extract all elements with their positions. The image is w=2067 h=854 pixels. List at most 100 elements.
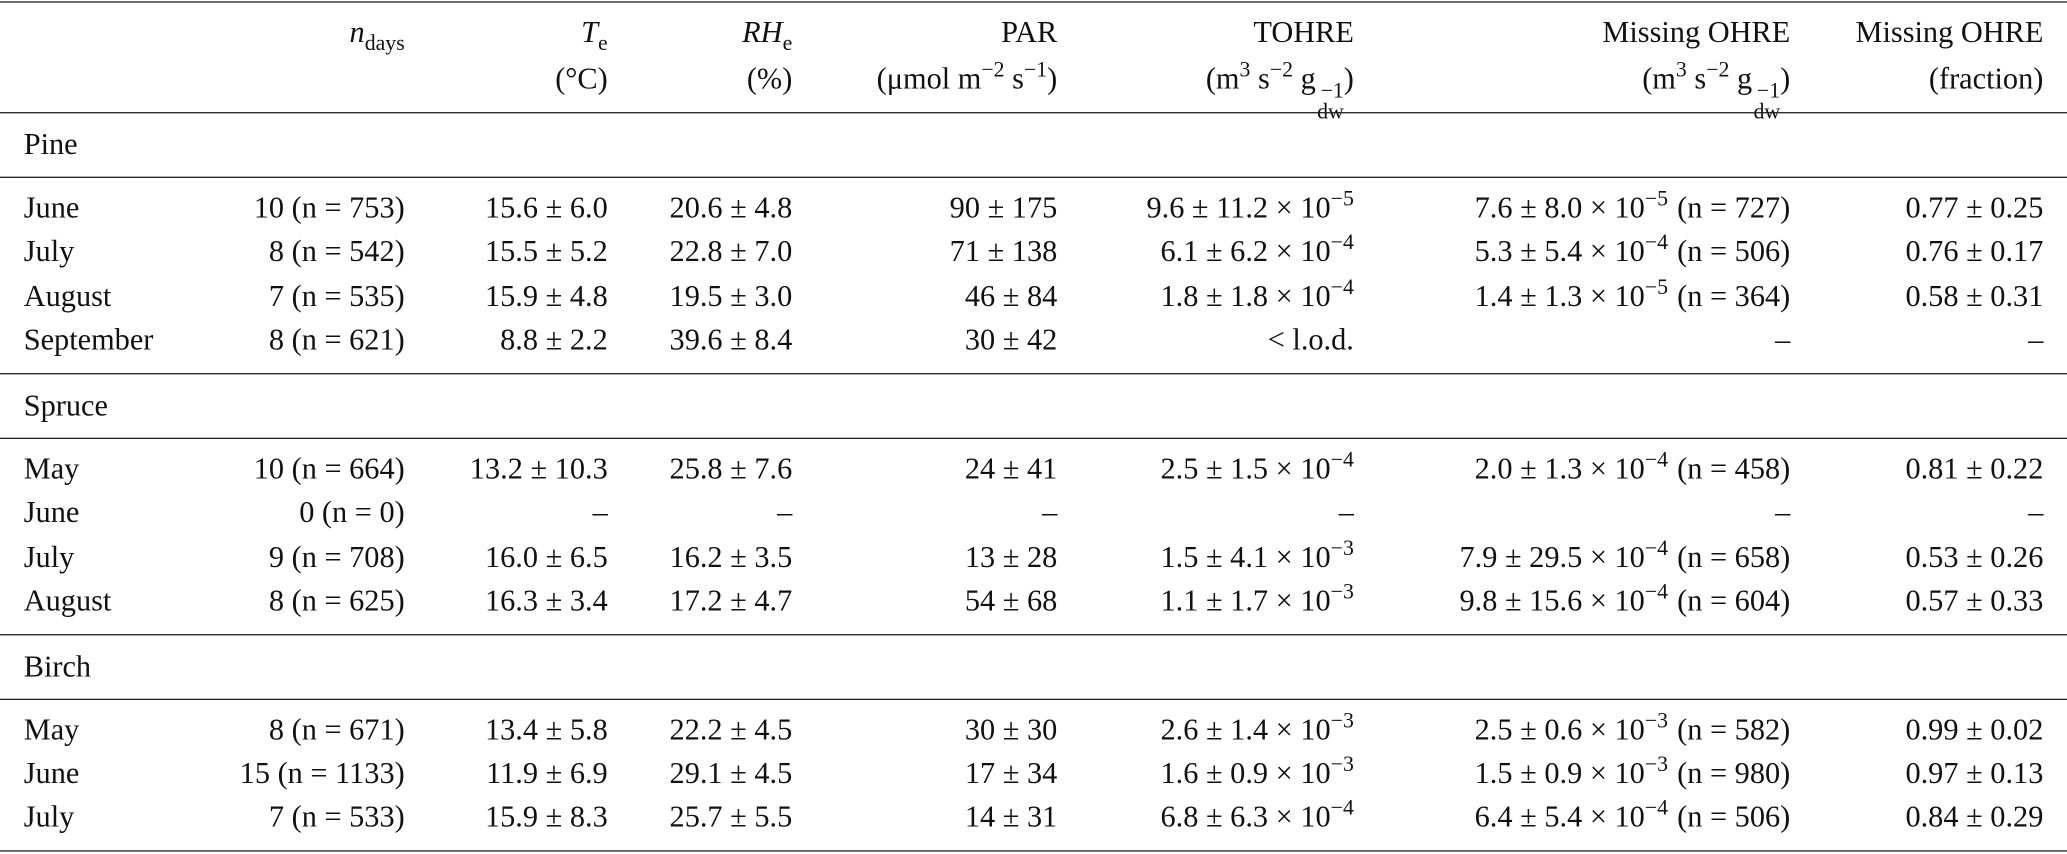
header-unit: (%) xyxy=(747,59,792,99)
table-cell: 17.2 ± 4.7 xyxy=(670,581,793,621)
table-cell: 0.99 ± 0.02 xyxy=(1905,710,2043,750)
row-label: July xyxy=(24,232,75,272)
header-symbol: RH xyxy=(742,15,783,49)
table-cell: 15.6 ± 6.0 xyxy=(485,189,608,229)
cell-text: 16.3 ± 3.4 xyxy=(484,583,608,617)
group-title: Birch xyxy=(24,647,91,687)
header-label: TOHRE xyxy=(1253,15,1354,49)
cell-text: 8.8 ± 2.2 xyxy=(500,322,608,356)
cell-count: (n = 582) xyxy=(1677,712,1791,746)
table-cell: 29.1 ± 4.5 xyxy=(670,754,793,794)
cell-exponent: −5 xyxy=(1330,185,1354,211)
table-cell: 0.58 ± 0.31 xyxy=(1905,276,2043,316)
cell-text: 29.1 ± 4.5 xyxy=(669,756,793,790)
unit-text: ) xyxy=(1343,61,1354,95)
cell-text: 0.77 ± 0.25 xyxy=(1905,191,2044,225)
cell-count: (n = 658) xyxy=(1677,539,1791,573)
table-cell: 15.5 ± 5.2 xyxy=(485,232,608,272)
unit-superscript: −1 xyxy=(1320,78,1344,104)
cell-text: 10 (n = 664) xyxy=(253,452,405,485)
header-subscript: days xyxy=(364,30,405,56)
cell-text: 22.2 ± 4.5 xyxy=(669,712,793,746)
cell-text: 46 ± 84 xyxy=(964,278,1058,312)
cell-count: (n = 364) xyxy=(1677,278,1791,312)
cell-text: 11.9 ± 6.9 xyxy=(486,756,608,790)
table-cell: 6.1 ± 6.2 × 10−4 xyxy=(1160,231,1353,272)
table-cell: 8 (n = 625) xyxy=(269,581,405,621)
group-name: Pine xyxy=(23,127,78,161)
table-cell: – xyxy=(593,493,608,533)
cell-text: August xyxy=(23,278,112,312)
header-cell: RHe xyxy=(742,13,792,54)
table-cell: – xyxy=(2028,320,2043,360)
cell-text: 14 ± 31 xyxy=(964,800,1058,834)
cell-value: 2.0 ± 1.3 × 10 xyxy=(1474,452,1645,485)
row-label: June xyxy=(24,754,80,794)
cell-exponent: −5 xyxy=(1644,273,1669,299)
row-label: May xyxy=(24,449,80,489)
cell-value: 6.8 ± 6.3 × 10 xyxy=(1160,800,1331,834)
table-cell: 71 ± 138 xyxy=(950,232,1058,272)
cell-value: 1.8 ± 1.8 × 10 xyxy=(1160,278,1331,312)
rule xyxy=(0,698,2067,700)
table-cell: 16.3 ± 3.4 xyxy=(485,581,608,621)
row-label: July xyxy=(24,537,75,577)
unit-stack: −1 dw xyxy=(1317,78,1344,125)
unit-text: (°C) xyxy=(555,61,608,95)
unit-superscript: −2 xyxy=(1706,56,1730,82)
table-cell: 5.3 ± 5.4 × 10−4 (n = 506) xyxy=(1474,231,1791,272)
cell-value: 5.3 ± 5.4 × 10 xyxy=(1474,235,1645,269)
header-cell: PAR xyxy=(1001,13,1057,53)
cell-text: – xyxy=(592,495,608,529)
cell-exponent: −3 xyxy=(1644,707,1669,733)
table-cell: 6.4 ± 5.4 × 10−4 (n = 506) xyxy=(1475,797,1791,838)
row-label: July xyxy=(24,798,75,838)
table-cell: 30 ± 30 xyxy=(965,710,1057,750)
unit-text: s xyxy=(1004,61,1024,95)
cell-text: 7 (n = 533) xyxy=(268,800,405,834)
table-cell: 9.8 ± 15.6 × 10−4 (n = 604) xyxy=(1459,580,1790,621)
cell-text: 0.81 ± 0.22 xyxy=(1905,452,2044,485)
unit-text: (m xyxy=(1642,61,1676,95)
cell-exponent: −3 xyxy=(1330,578,1354,604)
cell-value: 1.1 ± 1.7 × 10 xyxy=(1160,583,1331,617)
cell-exponent: −3 xyxy=(1330,751,1354,777)
cell-count: (n = 506) xyxy=(1677,800,1791,834)
cell-text: 15.6 ± 6.0 xyxy=(484,191,608,225)
unit-superscript: −1 xyxy=(1023,56,1048,82)
table-cell: 1.1 ± 1.7 × 10−3 xyxy=(1160,578,1354,621)
rule xyxy=(0,176,2067,178)
cell-text: 7 (n = 535) xyxy=(268,278,405,312)
table-cell: 2.5 ± 1.5 × 10−4 xyxy=(1160,448,1353,489)
header-label: PAR xyxy=(1001,15,1058,49)
unit-subscript: dw xyxy=(1317,99,1344,125)
cell-value: 2.5 ± 0.6 × 10 xyxy=(1474,712,1645,746)
group-title: Pine xyxy=(24,125,78,165)
table-cell: 25.7 ± 5.5 xyxy=(670,798,793,838)
cell-exponent: −3 xyxy=(1330,707,1354,733)
table-cell: 1.4 ± 1.3 × 10−5 (n = 364) xyxy=(1475,273,1791,316)
cell-text: 8 (n = 625) xyxy=(268,583,405,617)
cell-text: June xyxy=(23,191,80,225)
unit-text: ) xyxy=(1780,61,1791,95)
table-cell: 0.76 ± 0.17 xyxy=(1905,232,2043,272)
table-cell: 1.5 ± 0.9 × 10−3 (n = 980) xyxy=(1475,751,1791,794)
table-cell: – xyxy=(777,493,792,533)
cell-text: 16.2 ± 3.5 xyxy=(669,539,793,573)
cell-text: 20.6 ± 4.8 xyxy=(669,191,793,225)
cell-exponent: −3 xyxy=(1644,751,1669,777)
table-cell: 7.6 ± 8.0 × 10−5 (n = 727) xyxy=(1475,187,1791,229)
cell-text: – xyxy=(2028,495,2044,529)
cell-value: 9.8 ± 15.6 × 10 xyxy=(1459,583,1645,617)
cell-text: – xyxy=(1775,322,1791,356)
cell-text: 17.2 ± 4.7 xyxy=(669,583,793,617)
table-cell: 7 (n = 533) xyxy=(269,798,405,838)
cell-exponent: −4 xyxy=(1330,795,1354,821)
table-cell: 16.2 ± 3.5 xyxy=(670,537,793,577)
group-name: Spruce xyxy=(23,388,108,422)
cell-count: (n = 506) xyxy=(1677,235,1791,269)
cell-text: 9 (n = 708) xyxy=(268,539,405,573)
cell-text: – xyxy=(1338,495,1354,529)
unit-text: s xyxy=(1686,61,1707,95)
